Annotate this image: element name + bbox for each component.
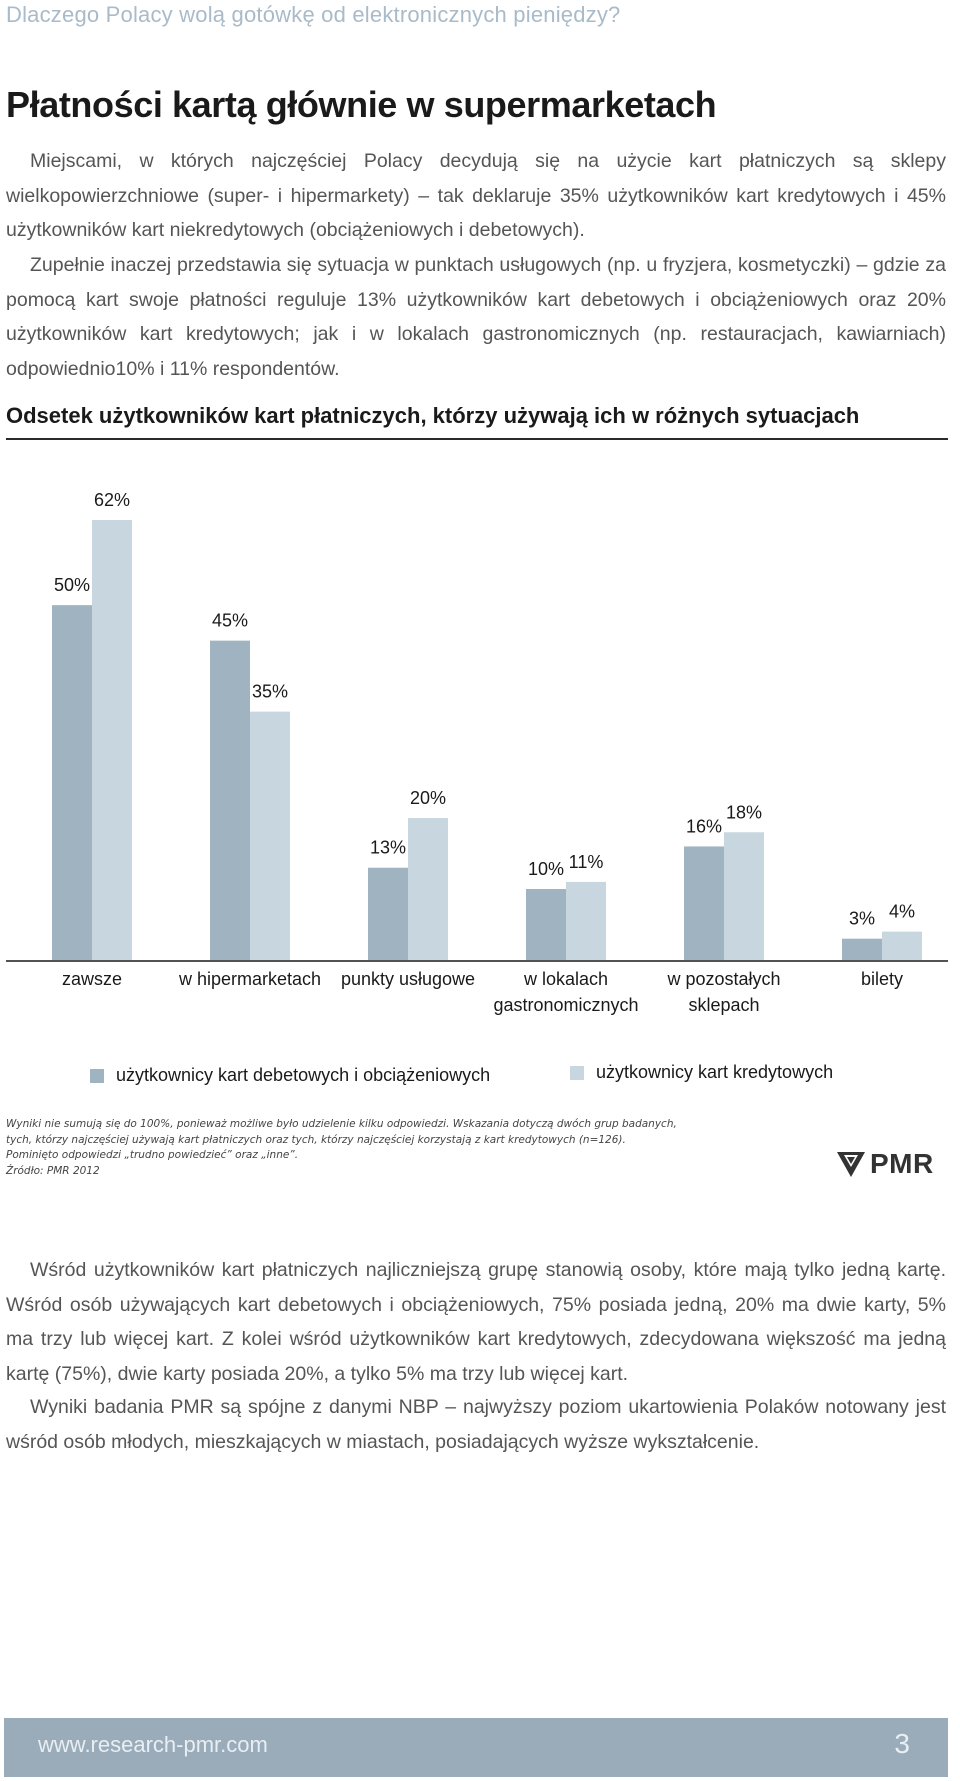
- legend-label-credit: użytkownicy kart kredytowych: [596, 1062, 834, 1082]
- chart-title-rule: [6, 438, 948, 440]
- bar-value-label: 4%: [889, 902, 915, 922]
- services-paragraph: Zupełnie inaczej przedstawia się sytuacj…: [6, 254, 946, 380]
- bar-credit: [882, 931, 922, 960]
- legend-label-debit: użytkownicy kart debetowych i obciążenio…: [116, 1065, 491, 1085]
- note-line: Pominięto odpowiedzi „trudno powiedzieć”…: [6, 1149, 299, 1161]
- bar-credit: [92, 520, 132, 960]
- footer-band: www.research-pmr.com 3: [4, 1718, 948, 1777]
- bar-value-label: 11%: [569, 852, 604, 872]
- source-note: Źródło: PMR 2012: [6, 1164, 100, 1177]
- legend-debit: użytkownicy kart debetowych i obciążenio…: [90, 1065, 490, 1086]
- bar-credit: [566, 881, 606, 960]
- bar-debit: [210, 640, 250, 960]
- category-label: w hipermarketach: [178, 969, 321, 989]
- category-label: sklepach: [688, 995, 759, 1015]
- category-label: w lokalach: [523, 969, 608, 989]
- chart-notes: Wyniki nie sumują się do 100%, ponieważ …: [6, 1117, 706, 1179]
- card-count-paragraph: Wśród użytkowników kart płatniczych najl…: [6, 1259, 946, 1385]
- page-number: 3: [894, 1728, 910, 1759]
- bar-debit: [52, 605, 92, 960]
- bar-credit: [408, 818, 448, 960]
- category-label: w pozostałych: [666, 969, 780, 989]
- bar-value-label: 18%: [726, 802, 762, 822]
- bar-debit: [526, 889, 566, 960]
- chart-title: Odsetek użytkowników kart płatniczych, k…: [6, 403, 860, 428]
- bar-debit: [368, 867, 408, 960]
- bar-value-label: 10%: [528, 859, 564, 879]
- bar-value-label: 50%: [54, 575, 90, 595]
- category-label: bilety: [861, 969, 903, 989]
- intro-paragraph: Miejscami, w których najczęściej Polacy …: [6, 150, 946, 241]
- legend-swatch-debit: [90, 1068, 104, 1083]
- nbp-paragraph: Wyniki badania PMR są spójne z danymi NB…: [6, 1396, 946, 1453]
- pmr-logo: PMR: [836, 1148, 934, 1180]
- footer-url: www.research-pmr.com: [38, 1732, 268, 1757]
- note-line: Wyniki nie sumują się do 100%, ponieważ …: [6, 1118, 677, 1130]
- category-label: zawsze: [62, 969, 122, 989]
- legend-credit: użytkownicy kart kredytowych: [570, 1062, 833, 1083]
- category-label: punkty usługowe: [341, 969, 475, 989]
- bar-value-label: 3%: [849, 909, 875, 929]
- bar-credit: [724, 832, 764, 960]
- category-label: gastronomicznych: [493, 995, 638, 1015]
- bar-value-label: 35%: [252, 682, 288, 702]
- legend-swatch-credit: [570, 1065, 584, 1080]
- bar-value-label: 20%: [410, 788, 446, 808]
- bar-debit: [842, 938, 882, 960]
- section-title: Płatności kartą głównie w supermarketach: [6, 84, 717, 125]
- bar-credit: [250, 711, 290, 960]
- bar-debit: [684, 846, 724, 960]
- note-line: tych, którzy najczęściej używają kart pł…: [6, 1133, 626, 1146]
- pmr-logo-text: PMR: [870, 1148, 934, 1179]
- bar-value-label: 13%: [370, 838, 406, 858]
- bar-value-label: 45%: [212, 611, 248, 631]
- bar-value-label: 16%: [686, 816, 722, 836]
- pmr-logo-icon: [837, 1152, 865, 1177]
- bar-value-label: 62%: [94, 490, 130, 510]
- running-header: Dlaczego Polacy wolą gotówkę od elektron…: [6, 2, 621, 27]
